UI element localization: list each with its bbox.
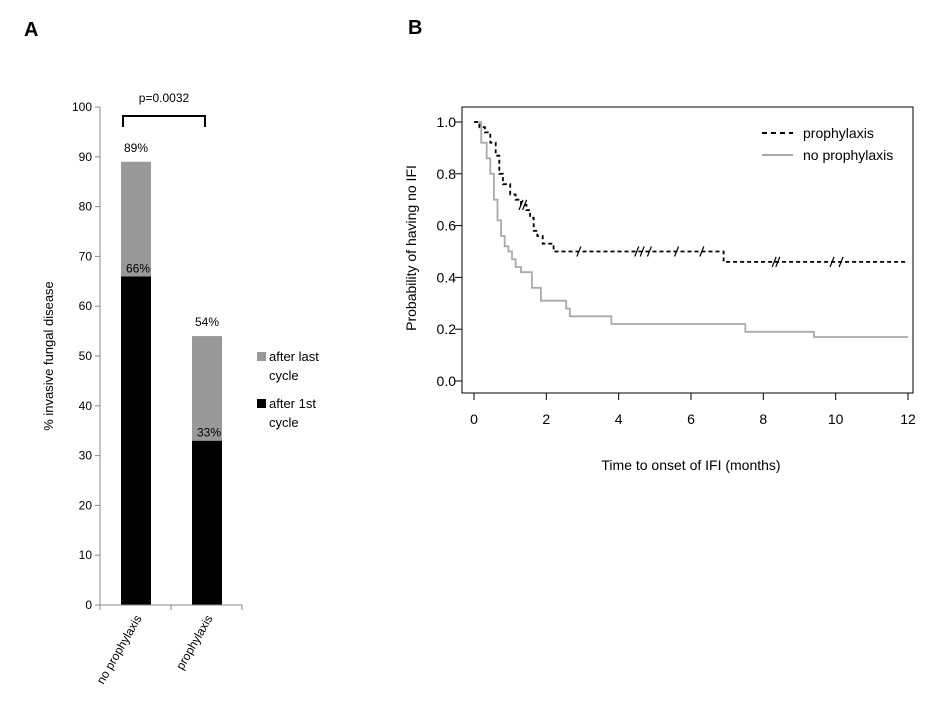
b-y-tick-label: 0.2 bbox=[437, 321, 457, 337]
censor-mark bbox=[775, 256, 781, 268]
legend-label: cycle bbox=[269, 415, 299, 430]
censor-mark bbox=[518, 199, 524, 211]
panel-b-letter: B bbox=[408, 17, 422, 39]
a-y-tick-label: 0 bbox=[85, 598, 92, 612]
b-y-tick-label: 0.4 bbox=[437, 269, 457, 285]
censor-mark bbox=[639, 246, 645, 257]
bar-no-prophylaxis-first-cycle bbox=[121, 276, 151, 605]
total-label: 89% bbox=[124, 141, 148, 155]
bar-prophylaxis-last-cycle bbox=[192, 336, 222, 441]
a-y-tick-label: 90 bbox=[79, 150, 93, 164]
p-value-annotation: p=0.0032 bbox=[139, 91, 190, 105]
b-y-tick-label: 1.0 bbox=[437, 114, 457, 130]
censor-mark bbox=[634, 246, 640, 257]
b-x-tick-label: 8 bbox=[759, 411, 767, 427]
censor-mark bbox=[673, 246, 680, 257]
b-x-tick-label: 12 bbox=[900, 411, 916, 427]
curve-prophylaxis bbox=[474, 121, 908, 263]
censor-mark bbox=[646, 246, 652, 257]
a-y-tick-label: 50 bbox=[79, 349, 93, 363]
a-category-label: no prophylaxis bbox=[94, 613, 145, 687]
total-label: 54% bbox=[195, 315, 219, 329]
censor-mark bbox=[829, 256, 835, 268]
legend-swatch bbox=[257, 399, 266, 408]
panel-b-survival-chart: 0 2 4 6 8 10 12 0.0 0.2 0.4 0.6 0.8 1.0 Time to onse… bbox=[403, 106, 916, 473]
censor-mark bbox=[838, 256, 844, 268]
b-y-tick-label: 0.8 bbox=[437, 166, 457, 182]
a-y-tick-label: 30 bbox=[79, 449, 93, 463]
first-cycle-label: 66% bbox=[126, 261, 150, 275]
a-y-tick-label: 70 bbox=[79, 249, 93, 263]
b-x-tick-label: 10 bbox=[828, 411, 844, 427]
a-y-tick-label: 60 bbox=[79, 299, 93, 313]
first-cycle-label: 33% bbox=[197, 426, 221, 440]
censor-mark bbox=[699, 246, 705, 257]
a-y-tick-label: 40 bbox=[79, 399, 93, 413]
legend-label: after last bbox=[269, 349, 319, 364]
censor-mark bbox=[522, 199, 528, 211]
bar-prophylaxis-first-cycle bbox=[192, 440, 222, 605]
b-y-tick-label: 0.6 bbox=[437, 218, 457, 234]
a-y-tick-label: 10 bbox=[79, 548, 93, 562]
b-x-tick-label: 2 bbox=[542, 411, 550, 427]
bar-no-prophylaxis-last-cycle bbox=[121, 161, 151, 277]
a-y-axis-label: % invasive fungal disease bbox=[41, 281, 56, 431]
panel-a-bar-chart: 0 10 20 30 40 50 60 70 80 90 100 89% 66% 54% 33% % in… bbox=[41, 91, 319, 687]
legend-label: cycle bbox=[269, 368, 299, 383]
b-plot-frame bbox=[461, 106, 914, 394]
b-x-axis-label: Time to onset of IFI (months) bbox=[601, 457, 780, 473]
a-y-tick-label: 20 bbox=[79, 498, 93, 512]
legend-label: no prophylaxis bbox=[803, 147, 893, 163]
a-y-tick-label: 100 bbox=[72, 100, 92, 114]
significance-bracket bbox=[122, 115, 206, 127]
a-y-tick-label: 80 bbox=[79, 200, 93, 214]
censor-mark bbox=[771, 256, 777, 268]
b-x-tick-label: 4 bbox=[615, 411, 623, 427]
panel-a-letter: A bbox=[24, 19, 38, 41]
b-x-tick-label: 6 bbox=[687, 411, 695, 427]
curve-no-prophylaxis bbox=[474, 121, 908, 338]
b-y-tick-label: 0.0 bbox=[437, 373, 457, 389]
b-x-tick-label: 0 bbox=[470, 411, 478, 427]
a-category-label: prophylaxis bbox=[173, 613, 215, 673]
censor-mark bbox=[576, 246, 582, 257]
b-y-axis-label: Probability of having no IFI bbox=[403, 165, 419, 331]
legend-label: prophylaxis bbox=[803, 125, 874, 141]
legend-swatch bbox=[257, 352, 266, 361]
legend-label: after 1st bbox=[269, 396, 316, 411]
